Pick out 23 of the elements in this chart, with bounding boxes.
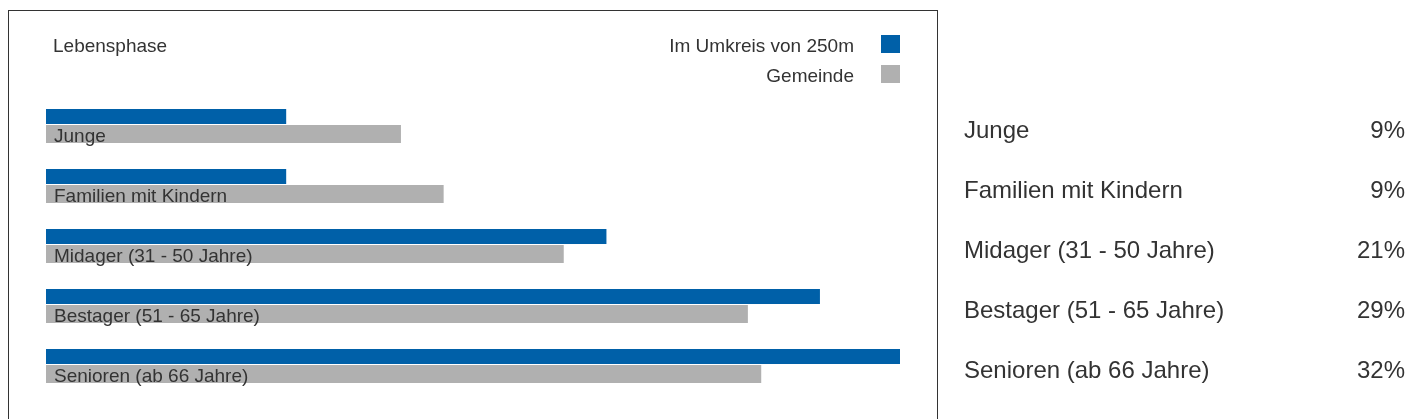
y-tick-label: Bestager (51 - 65 Jahre) [964,296,1225,323]
y-tick-label: Senioren (ab 66 Jahre) [964,356,1210,383]
category-label: Familien mit Kindern [54,185,228,206]
bar [46,289,820,304]
data-label: 32% [1356,356,1405,383]
bar [46,229,607,244]
y-tick-label: Familien mit Kindern [964,176,1183,203]
data-label: 9% [1370,176,1405,203]
legend-label: Gemeinde [766,65,854,86]
bar [46,169,287,184]
category-label: Midager (31 - 50 Jahre) [54,245,253,266]
category-label: Junge [54,125,106,146]
y-tick-label: Junge [964,116,1030,143]
chart-title: Lebensphase [53,35,168,56]
data-label: 29% [1356,296,1405,323]
data-label: 9% [1370,116,1405,143]
legend-label: Im Umkreis von 250m [669,35,854,56]
category-label: Bestager (51 - 65 Jahre) [54,305,260,326]
y-tick-label: Midager (31 - 50 Jahre) [964,236,1215,263]
bar [46,109,287,124]
bar [46,349,900,364]
data-label: 21% [1356,236,1405,263]
category-label: Senioren (ab 66 Jahre) [54,365,249,386]
